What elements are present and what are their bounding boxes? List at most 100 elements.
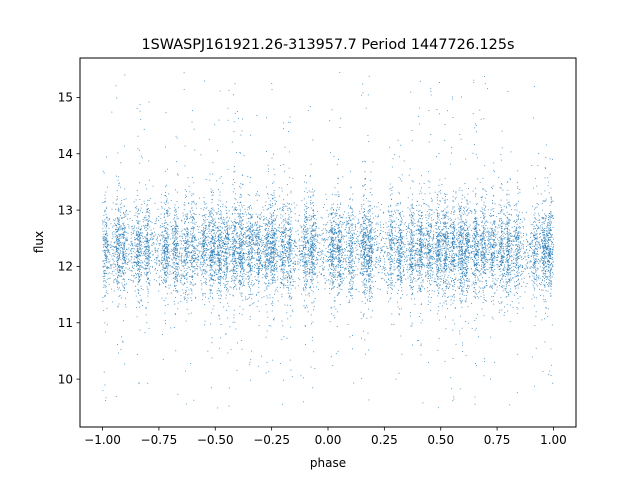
data-point [158, 260, 160, 261]
data-point [427, 205, 429, 207]
data-point [471, 257, 473, 259]
data-point [316, 258, 318, 260]
data-point [123, 234, 125, 236]
data-point [479, 243, 481, 245]
data-point [163, 282, 164, 284]
data-point [379, 233, 381, 235]
data-point [145, 217, 147, 219]
data-point [407, 243, 409, 245]
data-point [475, 264, 477, 266]
data-point [117, 179, 119, 181]
data-point [218, 238, 220, 240]
data-point [295, 242, 297, 244]
data-point [111, 264, 113, 266]
data-point [330, 226, 332, 228]
data-point [527, 261, 528, 263]
data-point [103, 250, 105, 252]
data-point [321, 265, 323, 267]
data-point [311, 275, 313, 277]
data-point [116, 196, 118, 197]
data-point [447, 241, 449, 243]
data-point [274, 243, 276, 245]
data-point [116, 244, 118, 246]
data-point [440, 217, 442, 219]
data-point [475, 250, 476, 252]
data-point [162, 246, 164, 248]
data-point [356, 245, 358, 247]
data-point [341, 226, 343, 228]
data-point [308, 239, 310, 241]
data-point [357, 231, 359, 233]
data-point [539, 219, 541, 221]
data-point [398, 254, 400, 256]
data-point [432, 236, 434, 238]
data-point [345, 259, 346, 261]
data-point [474, 255, 476, 257]
data-point [183, 267, 185, 269]
data-point [413, 242, 415, 244]
data-point [122, 340, 124, 342]
data-point [384, 273, 386, 275]
data-point [116, 235, 118, 237]
data-point [314, 250, 316, 252]
data-point [289, 235, 291, 237]
data-point [322, 258, 324, 260]
data-point [308, 248, 310, 250]
data-point [180, 275, 182, 277]
data-point [462, 292, 464, 294]
data-point [148, 257, 149, 259]
data-point [103, 244, 104, 246]
data-point [194, 259, 196, 261]
data-point [263, 222, 265, 224]
data-point [125, 260, 127, 262]
data-point [116, 344, 118, 345]
data-point [264, 236, 266, 237]
data-point [291, 253, 293, 255]
data-point [495, 235, 497, 237]
data-point [515, 238, 517, 240]
data-point [402, 251, 404, 252]
data-point [113, 282, 115, 284]
data-point [148, 245, 150, 247]
data-point [113, 266, 115, 268]
data-point [531, 271, 533, 273]
data-point [208, 231, 210, 233]
data-point [357, 236, 359, 238]
data-point [111, 248, 113, 250]
data-point [537, 253, 539, 255]
data-point [140, 262, 142, 264]
data-point [248, 230, 250, 232]
data-point [318, 255, 320, 257]
data-point [160, 270, 161, 272]
data-point [381, 268, 383, 270]
data-point [305, 205, 307, 207]
data-point [245, 241, 247, 243]
data-point [105, 272, 107, 274]
data-point [517, 250, 518, 252]
data-point [116, 249, 118, 251]
data-point [340, 274, 341, 275]
data-point [233, 228, 235, 230]
data-point [149, 210, 150, 211]
data-point [148, 259, 150, 261]
data-point [472, 239, 474, 241]
data-point [123, 258, 125, 260]
data-point [122, 263, 124, 265]
data-point [519, 266, 521, 268]
data-point [173, 264, 175, 266]
data-point [372, 222, 374, 224]
data-point [383, 279, 385, 281]
data-point [123, 225, 125, 227]
data-point [549, 217, 551, 219]
data-point [373, 275, 375, 277]
data-point [117, 306, 119, 308]
data-point [198, 231, 200, 233]
data-point [550, 197, 552, 199]
data-point [392, 227, 394, 229]
data-point [403, 223, 405, 225]
data-point [267, 259, 269, 261]
data-point [218, 251, 220, 253]
data-point [216, 257, 218, 259]
data-point [444, 295, 446, 297]
data-point [436, 259, 438, 261]
